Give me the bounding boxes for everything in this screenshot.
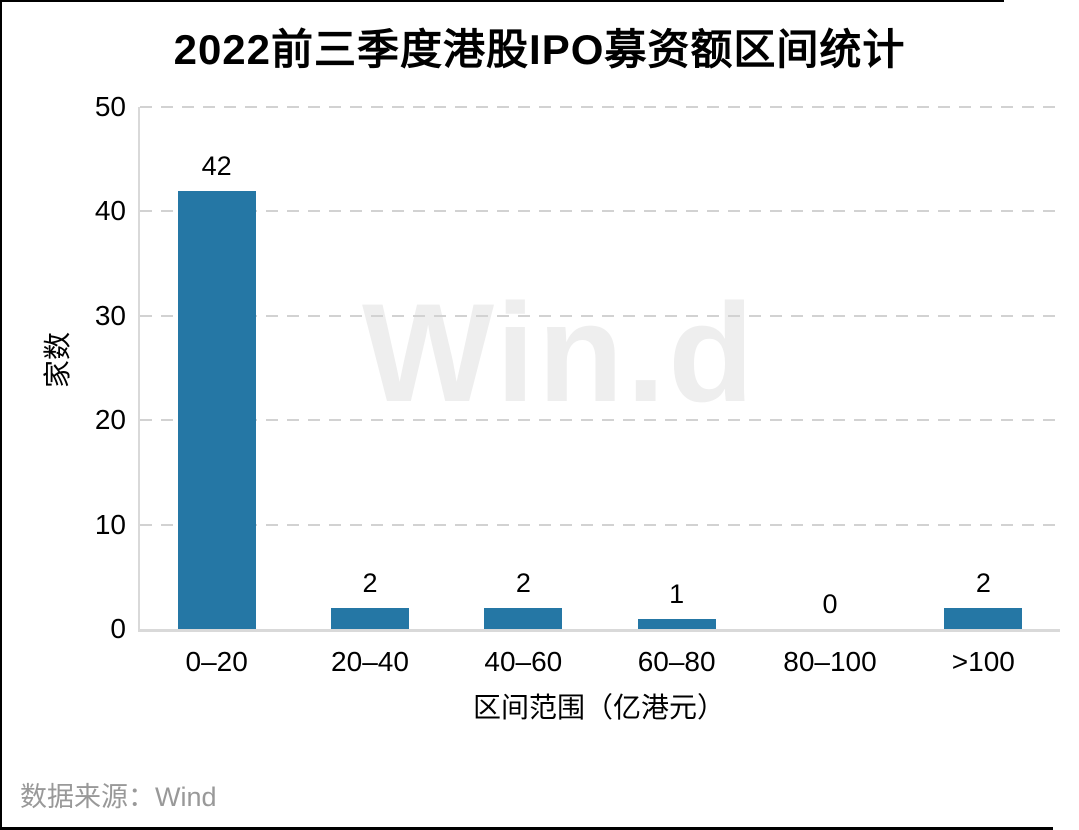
x-tick-label: >100 xyxy=(951,646,1015,677)
gridline-y-50 xyxy=(140,106,1060,108)
y-tick-label: 30 xyxy=(94,299,126,331)
y-tick-label: 40 xyxy=(94,195,126,227)
x-tick-label: 40–60 xyxy=(484,646,563,677)
data-source-label: 数据来源：Wind xyxy=(20,782,217,812)
y-tick-label: 0 xyxy=(110,613,126,644)
x-tick-label: 0–20 xyxy=(185,646,248,677)
gridline-y-40 xyxy=(140,210,1060,213)
y-axis-title: 家数 xyxy=(42,332,73,389)
frame-border-left xyxy=(0,0,2,830)
x-axis-title: 区间范围（亿港元） xyxy=(472,692,725,723)
bar-20–40 xyxy=(331,608,409,629)
gridline-y-10 xyxy=(140,523,1060,526)
frame-border-top xyxy=(0,0,1004,2)
y-tick-label: 10 xyxy=(94,508,126,540)
bar-value-label: 1 xyxy=(669,578,685,609)
gridline-y-30 xyxy=(140,314,1060,317)
bar-value-label: 42 xyxy=(201,150,232,181)
x-tick-label: 80–100 xyxy=(783,646,877,677)
frame-border-bottom xyxy=(0,827,1053,830)
gridline-y-20 xyxy=(140,419,1060,422)
plot-area: 42 2 2 1 0 2 xyxy=(138,106,1060,632)
bar->100 xyxy=(944,608,1023,629)
x-tick-label: 60–80 xyxy=(637,646,716,677)
bar-value-label: 2 xyxy=(515,568,531,599)
chart-title: 2022前三季度港股IPO募资额区间统计 xyxy=(173,26,906,73)
y-tick-label: 50 xyxy=(94,91,126,122)
bar-40–60 xyxy=(484,608,563,629)
wind-watermark: Win.d xyxy=(362,274,757,431)
bar-value-label: 2 xyxy=(362,568,378,599)
bar-value-label: 0 xyxy=(822,589,838,619)
y-tick-label: 20 xyxy=(94,404,126,436)
x-tick-label: 20–40 xyxy=(331,646,409,677)
bar-0–20 xyxy=(177,190,256,629)
bar-value-label: 2 xyxy=(975,568,991,599)
bar-60–80 xyxy=(637,618,716,629)
